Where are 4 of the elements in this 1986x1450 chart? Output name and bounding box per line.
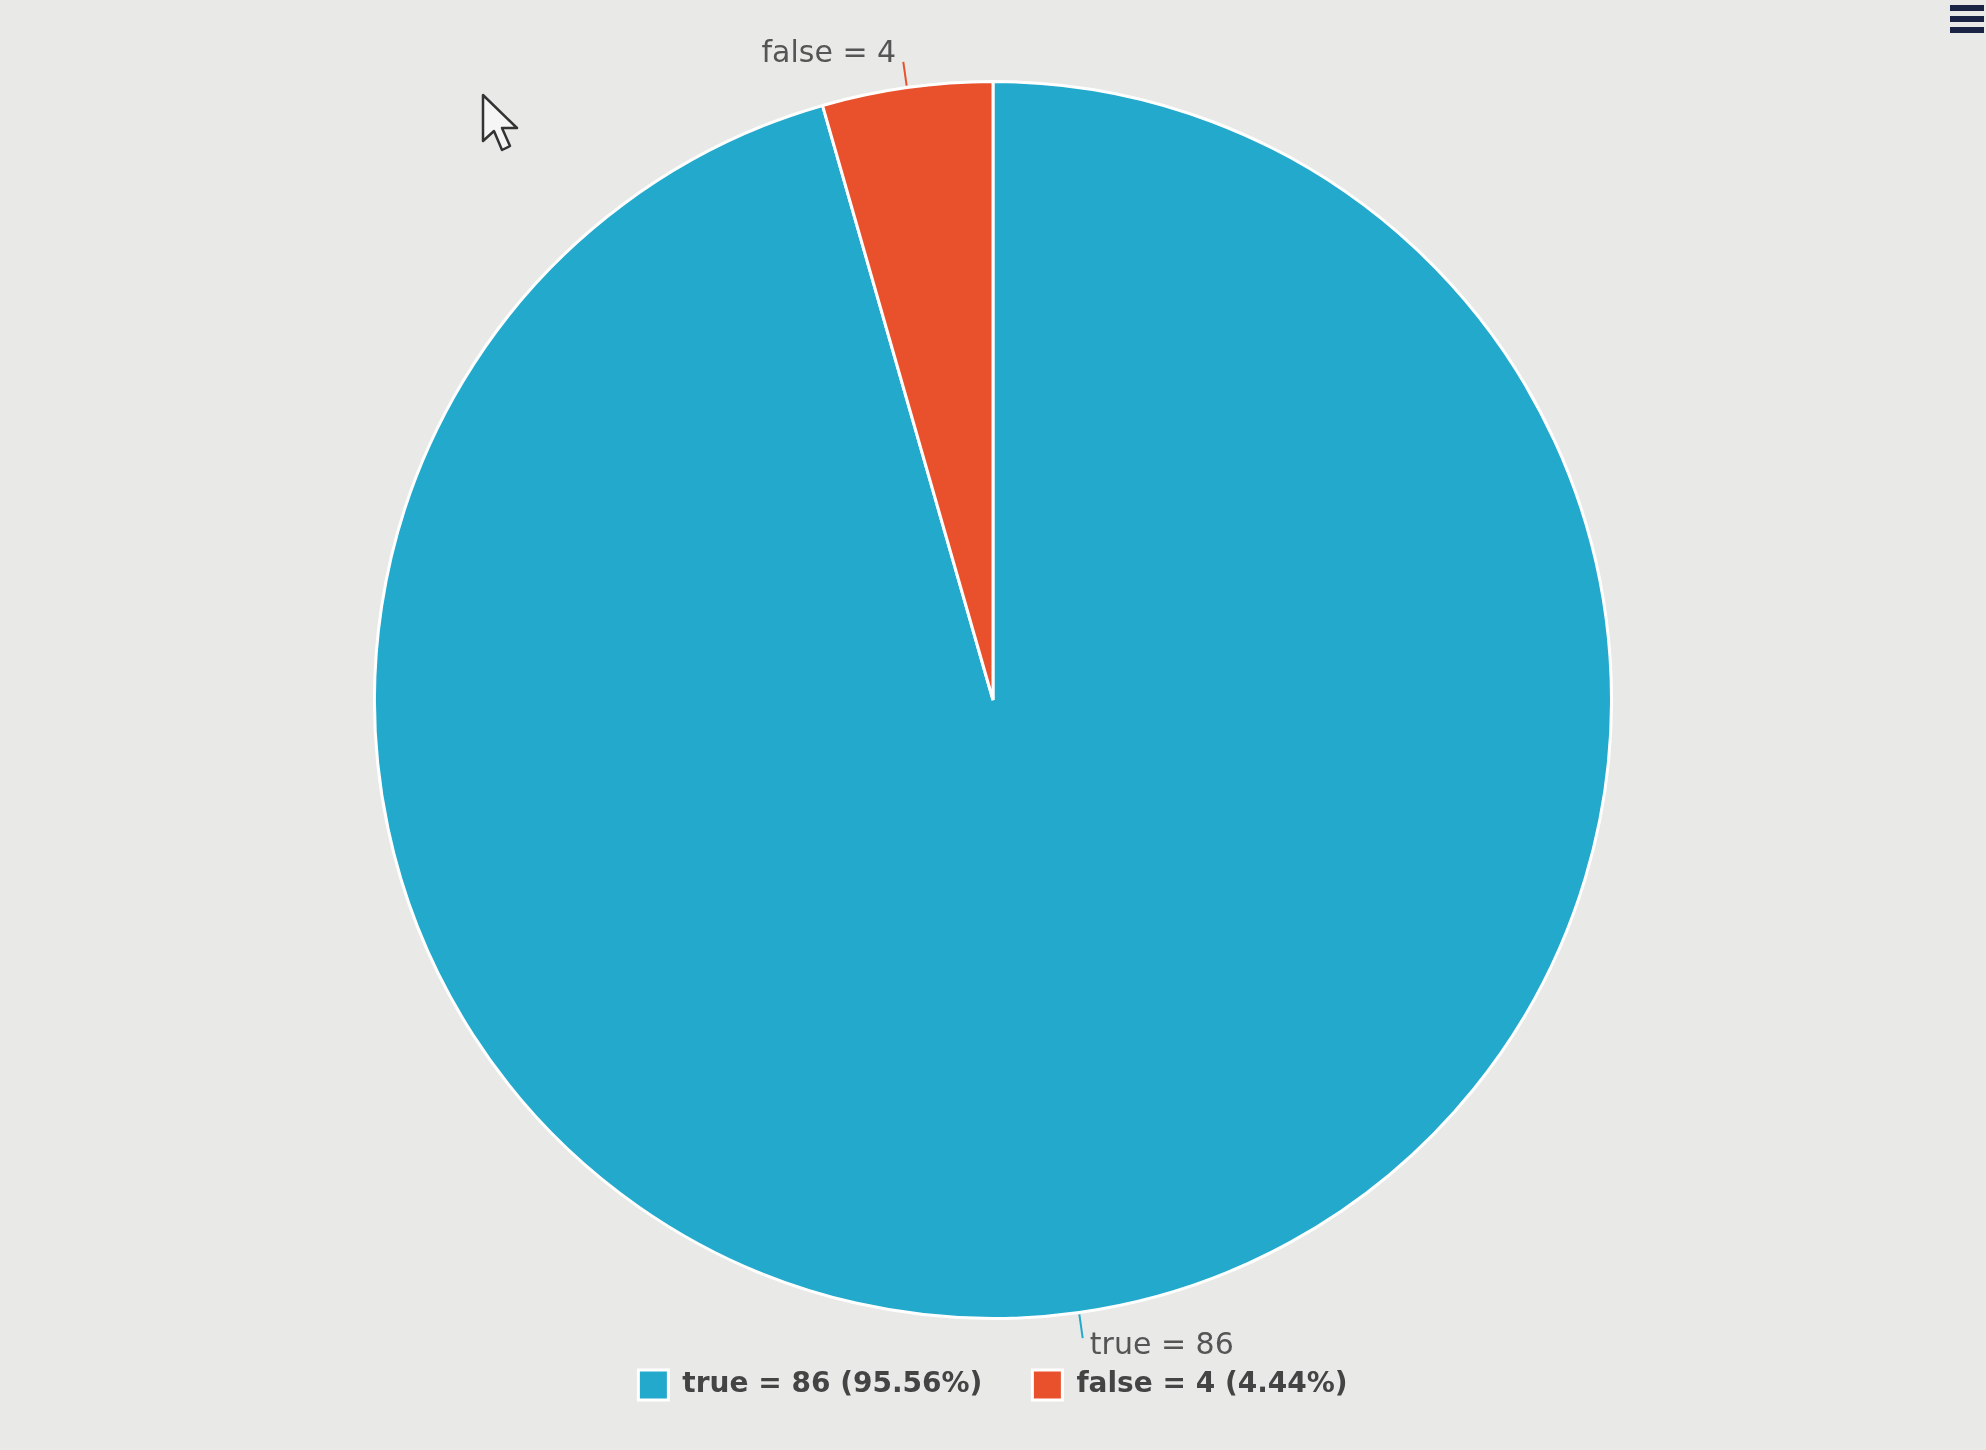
- data-label: false = 4: [761, 33, 897, 69]
- legend-label: true = 86 (95.56%): [682, 1366, 983, 1400]
- data-label: true = 86: [1089, 1325, 1234, 1361]
- legend-label: false = 4 (4.44%): [1076, 1366, 1348, 1400]
